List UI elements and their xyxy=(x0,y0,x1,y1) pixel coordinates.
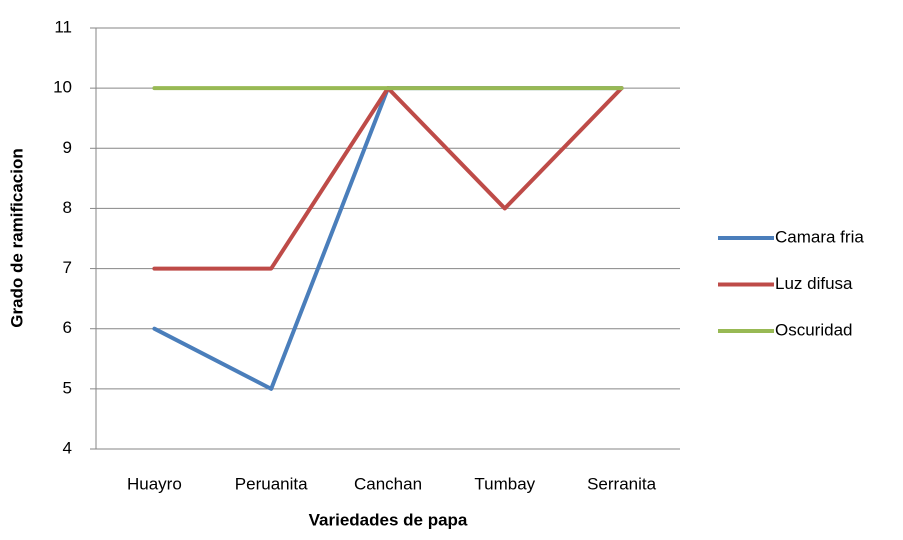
y-tick-label: 10 xyxy=(53,78,72,97)
y-tick-label: 8 xyxy=(63,198,72,217)
x-tick-label: Peruanita xyxy=(235,474,308,493)
legend-label: Luz difusa xyxy=(775,274,853,293)
legend-label: Oscuridad xyxy=(775,320,852,339)
y-tick-label: 7 xyxy=(63,258,72,277)
legend-label: Camara fria xyxy=(775,227,864,246)
y-axis-title: Grado de ramificacion xyxy=(7,148,26,328)
line-series xyxy=(152,86,624,271)
x-tick-label: Tumbay xyxy=(474,474,535,493)
x-axis-title: Variedades de papa xyxy=(309,510,468,529)
x-tick-label: Huayro xyxy=(127,474,182,493)
y-tick-label: 9 xyxy=(63,138,72,157)
x-tick-label: Serranita xyxy=(587,474,657,493)
x-tick-label: Canchan xyxy=(354,474,422,493)
y-tick-label: 5 xyxy=(63,378,72,397)
y-tick-label: 6 xyxy=(63,318,72,337)
y-tick-label: 4 xyxy=(63,438,72,457)
line-series xyxy=(152,86,624,391)
y-tick-label: 11 xyxy=(54,17,72,36)
